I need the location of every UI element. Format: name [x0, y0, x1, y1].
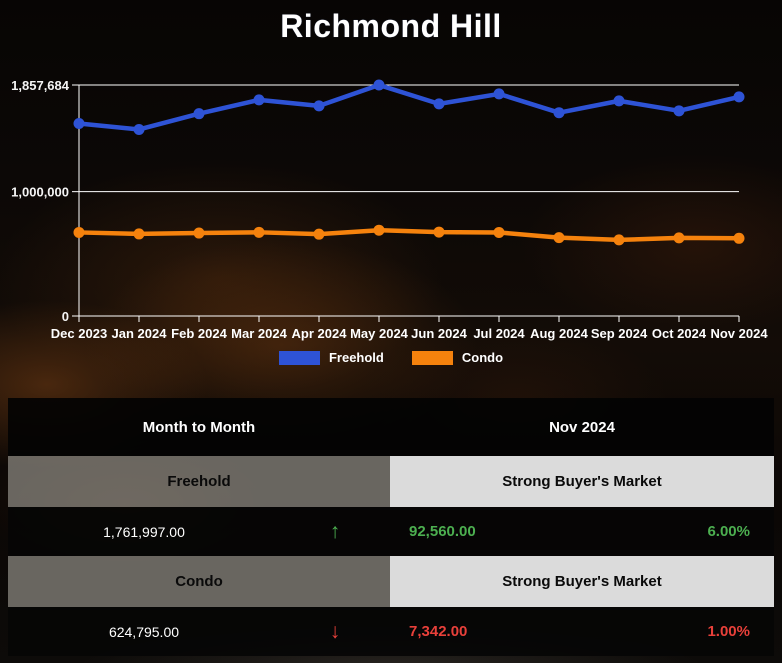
legend-item-freehold: Freehold: [278, 350, 384, 365]
condo-point: [193, 227, 205, 239]
condo-point: [133, 228, 145, 240]
x-axis-label: Feb 2024: [171, 326, 227, 341]
x-axis-label: Aug 2024: [530, 326, 589, 341]
x-axis-label: Sep 2024: [591, 326, 648, 341]
price-trend-chart: 1,857,684 1,000,000 0 Dec 2023 Jan 2024 Feb 2…: [0, 60, 782, 350]
condo-trend-down-icon: ↓: [280, 607, 390, 656]
condo-market-status: Strong Buyer's Market: [390, 556, 774, 607]
freehold-point: [73, 118, 85, 130]
condo-point: [493, 226, 505, 238]
x-axis-label: May 2024: [350, 326, 409, 341]
freehold-point: [373, 79, 385, 91]
freehold-point: [613, 95, 625, 107]
legend-item-condo: Condo: [411, 350, 504, 365]
condo-swatch-icon: [411, 350, 453, 365]
condo-point: [313, 228, 325, 240]
freehold-point: [133, 123, 145, 135]
y-axis-label: 1,857,684: [11, 78, 70, 93]
freehold-market-status: Strong Buyer's Market: [390, 456, 774, 507]
condo-point: [73, 226, 85, 238]
condo-change-percent: 1.00%: [582, 607, 774, 656]
page-title: Richmond Hill: [280, 8, 502, 44]
freehold-point: [433, 98, 445, 110]
freehold-point: [193, 108, 205, 120]
chart-legend: Freehold Condo: [0, 350, 782, 365]
freehold-change-amount: 92,560.00: [390, 507, 582, 556]
x-axis-label: Jul 2024: [473, 326, 525, 341]
x-axis-label: Nov 2024: [710, 326, 768, 341]
y-axis-label: 1,000,000: [11, 185, 69, 200]
y-axis-label: 0: [62, 309, 69, 324]
freehold-point: [673, 105, 685, 117]
table-header-period: Month to Month: [8, 398, 390, 456]
freehold-point: [253, 94, 265, 106]
freehold-point: [313, 100, 325, 112]
x-axis-label: Oct 2024: [652, 326, 707, 341]
freehold-point: [493, 88, 505, 100]
condo-price: 624,795.00: [8, 607, 280, 656]
condo-point: [433, 226, 445, 238]
x-axis-label: Apr 2024: [292, 326, 348, 341]
line-chart-canvas: 1,857,684 1,000,000 0 Dec 2023 Jan 2024 Feb 2…: [11, 78, 768, 341]
condo-point: [613, 234, 625, 246]
freehold-price: 1,761,997.00: [8, 507, 280, 556]
condo-point: [673, 232, 685, 244]
freehold-swatch-icon: [278, 350, 320, 365]
condo-point: [373, 224, 385, 236]
x-axis-label: Jan 2024: [112, 326, 168, 341]
condo-point: [553, 232, 565, 244]
freehold-line: [76, 82, 742, 132]
legend-label-condo: Condo: [461, 350, 504, 365]
condo-line: [76, 227, 742, 243]
x-axis-label: Mar 2024: [231, 326, 287, 341]
freehold-point: [553, 107, 565, 119]
legend-label-freehold: Freehold: [328, 350, 384, 365]
table-header-month: Nov 2024: [390, 398, 774, 456]
condo-point: [733, 232, 745, 244]
freehold-trend-up-icon: ↑: [280, 507, 390, 556]
x-axis-label: Dec 2023: [51, 326, 107, 341]
freehold-point: [733, 91, 745, 103]
x-axis-label: Jun 2024: [411, 326, 467, 341]
condo-point: [253, 226, 265, 238]
freehold-row-label: Freehold: [8, 456, 390, 507]
condo-change-amount: 7,342.00: [390, 607, 582, 656]
month-to-month-table: Month to Month Nov 2024 Freehold Strong …: [8, 398, 774, 656]
condo-row-label: Condo: [8, 556, 390, 607]
freehold-change-percent: 6.00%: [582, 507, 774, 556]
